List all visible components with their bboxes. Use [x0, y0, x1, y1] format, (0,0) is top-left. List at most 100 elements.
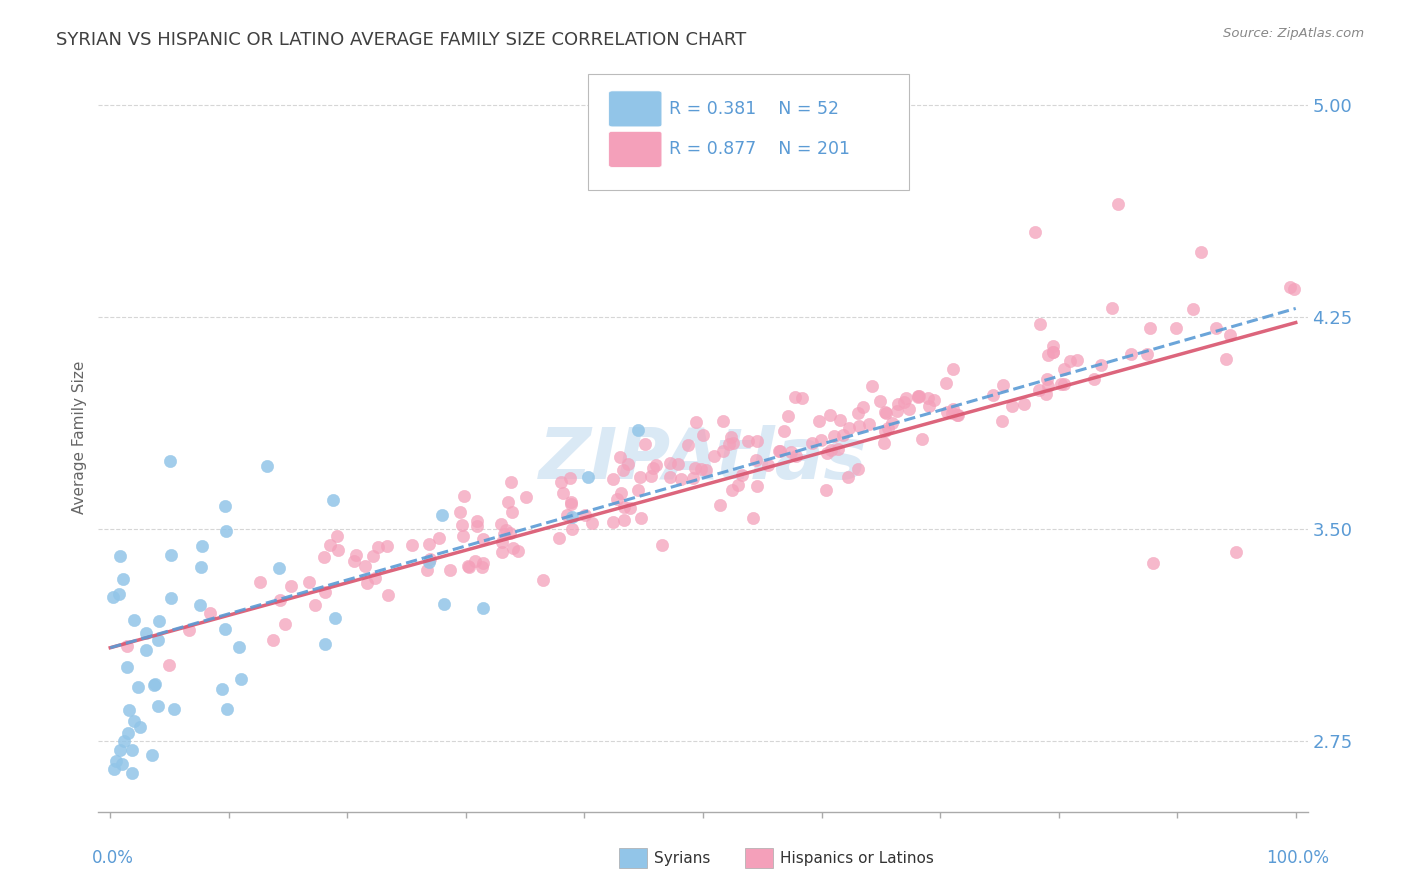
- Point: [643, 461, 665, 475]
- Point: [496, 494, 519, 508]
- Point: [457, 559, 479, 574]
- Point: [433, 597, 456, 611]
- Point: [356, 576, 378, 591]
- Point: [124, 613, 146, 627]
- Point: [157, 658, 180, 673]
- Point: [159, 454, 181, 468]
- Text: 0.0%: 0.0%: [91, 849, 134, 867]
- Point: [211, 682, 233, 697]
- Point: [683, 461, 706, 475]
- Point: [354, 559, 377, 574]
- Point: [363, 571, 385, 585]
- Point: [506, 543, 529, 558]
- Point: [848, 418, 870, 433]
- Point: [756, 458, 779, 472]
- Point: [464, 554, 486, 568]
- Point: [418, 537, 440, 551]
- Point: [256, 458, 278, 473]
- Point: [1215, 351, 1237, 366]
- Point: [343, 554, 366, 568]
- Point: [141, 748, 163, 763]
- Point: [344, 548, 367, 562]
- Point: [551, 486, 574, 500]
- Text: R = 0.381    N = 52: R = 0.381 N = 52: [669, 100, 839, 118]
- Point: [907, 390, 929, 404]
- Point: [325, 611, 347, 625]
- Point: [451, 517, 474, 532]
- Point: [377, 588, 399, 602]
- Text: 100.0%: 100.0%: [1265, 849, 1329, 867]
- Point: [1119, 347, 1142, 361]
- Point: [1024, 225, 1046, 239]
- Point: [610, 486, 633, 500]
- Point: [114, 734, 136, 748]
- Point: [658, 470, 681, 484]
- Point: [262, 633, 284, 648]
- Point: [1142, 556, 1164, 570]
- Point: [453, 489, 475, 503]
- Point: [627, 423, 650, 437]
- Point: [269, 592, 291, 607]
- Point: [163, 702, 186, 716]
- Point: [179, 623, 201, 637]
- Point: [1059, 354, 1081, 368]
- Point: [1012, 397, 1035, 411]
- Point: [361, 549, 384, 564]
- Point: [548, 531, 571, 545]
- Point: [550, 475, 572, 489]
- Point: [574, 508, 596, 522]
- Point: [108, 549, 131, 564]
- Point: [873, 425, 896, 439]
- Point: [560, 497, 582, 511]
- Point: [785, 390, 807, 404]
- Point: [744, 452, 766, 467]
- Point: [634, 437, 657, 451]
- Point: [146, 699, 169, 714]
- Point: [188, 599, 211, 613]
- Point: [602, 472, 624, 486]
- Point: [711, 414, 734, 428]
- Point: [846, 462, 869, 476]
- Point: [215, 524, 238, 538]
- Point: [630, 511, 652, 525]
- Point: [229, 673, 252, 687]
- Point: [875, 406, 897, 420]
- Point: [1029, 317, 1052, 331]
- Text: R = 0.877    N = 201: R = 0.877 N = 201: [669, 140, 851, 159]
- Point: [160, 591, 183, 606]
- Point: [499, 526, 522, 541]
- Point: [659, 456, 682, 470]
- Point: [668, 457, 690, 471]
- Point: [581, 516, 603, 530]
- Point: [1053, 376, 1076, 391]
- Point: [146, 632, 169, 647]
- Point: [730, 468, 752, 483]
- Point: [1101, 301, 1123, 315]
- Point: [830, 413, 852, 427]
- Point: [190, 539, 212, 553]
- Point: [1036, 348, 1059, 362]
- Point: [122, 714, 145, 729]
- Point: [103, 762, 125, 776]
- Point: [645, 458, 668, 473]
- Text: Hispanics or Latinos: Hispanics or Latinos: [780, 851, 934, 865]
- Point: [689, 461, 711, 475]
- Point: [117, 725, 139, 739]
- Point: [820, 443, 842, 458]
- Point: [491, 544, 513, 558]
- Text: Source: ZipAtlas.com: Source: ZipAtlas.com: [1223, 27, 1364, 40]
- Point: [1042, 345, 1064, 359]
- Point: [214, 622, 236, 636]
- Point: [720, 430, 742, 444]
- Point: [942, 362, 965, 376]
- Point: [695, 463, 717, 477]
- Point: [304, 598, 326, 612]
- Point: [873, 405, 896, 419]
- Point: [717, 437, 740, 451]
- Point: [298, 575, 321, 590]
- Point: [703, 449, 725, 463]
- Point: [773, 424, 796, 438]
- Point: [274, 617, 297, 632]
- Point: [838, 421, 860, 435]
- Point: [946, 409, 969, 423]
